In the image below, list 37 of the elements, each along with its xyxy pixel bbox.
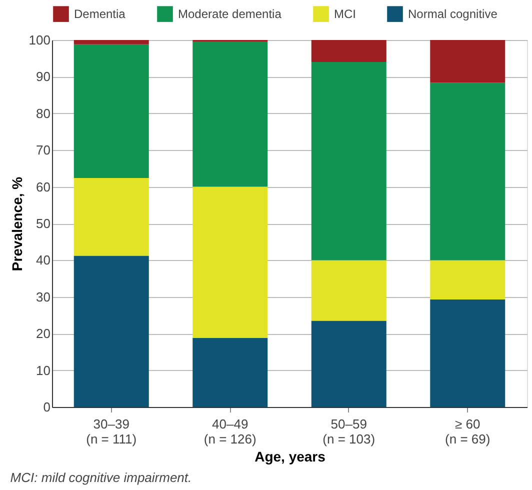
x-tick-label: 40–49 (n = 126) xyxy=(204,416,256,446)
legend-label: Moderate dementia xyxy=(178,7,282,22)
text: MCI: mild cognitive impairment. xyxy=(10,470,192,485)
y-tick-label: 0 xyxy=(43,400,50,414)
bar xyxy=(430,299,506,407)
y-tick-label: 70 xyxy=(36,142,50,158)
legend-label: Normal cognitive xyxy=(408,7,498,22)
bar xyxy=(430,82,506,260)
y-tick-label: 40 xyxy=(36,252,50,268)
y-tick-label: 100 xyxy=(28,32,50,48)
y-tick-label: 50 xyxy=(36,216,50,231)
y-tick-label: 60 xyxy=(36,179,50,194)
bar xyxy=(311,320,386,407)
bar xyxy=(311,40,386,62)
x-tick-label: 50–59 (n = 103) xyxy=(322,416,376,446)
bar xyxy=(192,338,268,407)
bar xyxy=(74,40,149,44)
y-tick-label: 20 xyxy=(36,326,50,342)
y-tick-label: 10 xyxy=(36,362,50,378)
y-tick-label: 80 xyxy=(36,106,50,121)
bar xyxy=(430,40,506,83)
legend-label: MCI xyxy=(334,7,356,22)
bar xyxy=(74,256,149,407)
legend-label: Dementia xyxy=(74,7,126,22)
bar xyxy=(311,260,386,321)
y-tick-label: 30 xyxy=(36,289,50,304)
x-tick-label: ≥ 60 (n = 69) xyxy=(445,416,490,446)
bar xyxy=(74,178,149,256)
x-tick-label: 30–39 (n = 111) xyxy=(86,416,137,446)
bar xyxy=(192,42,268,187)
bar xyxy=(311,62,386,260)
y-tick-label: 90 xyxy=(36,69,50,84)
bar xyxy=(430,260,506,300)
bar xyxy=(192,186,268,338)
x-axis-title: Age, years xyxy=(254,448,326,464)
bar xyxy=(74,44,149,178)
y-axis-title: Prevalence, % xyxy=(8,176,25,272)
